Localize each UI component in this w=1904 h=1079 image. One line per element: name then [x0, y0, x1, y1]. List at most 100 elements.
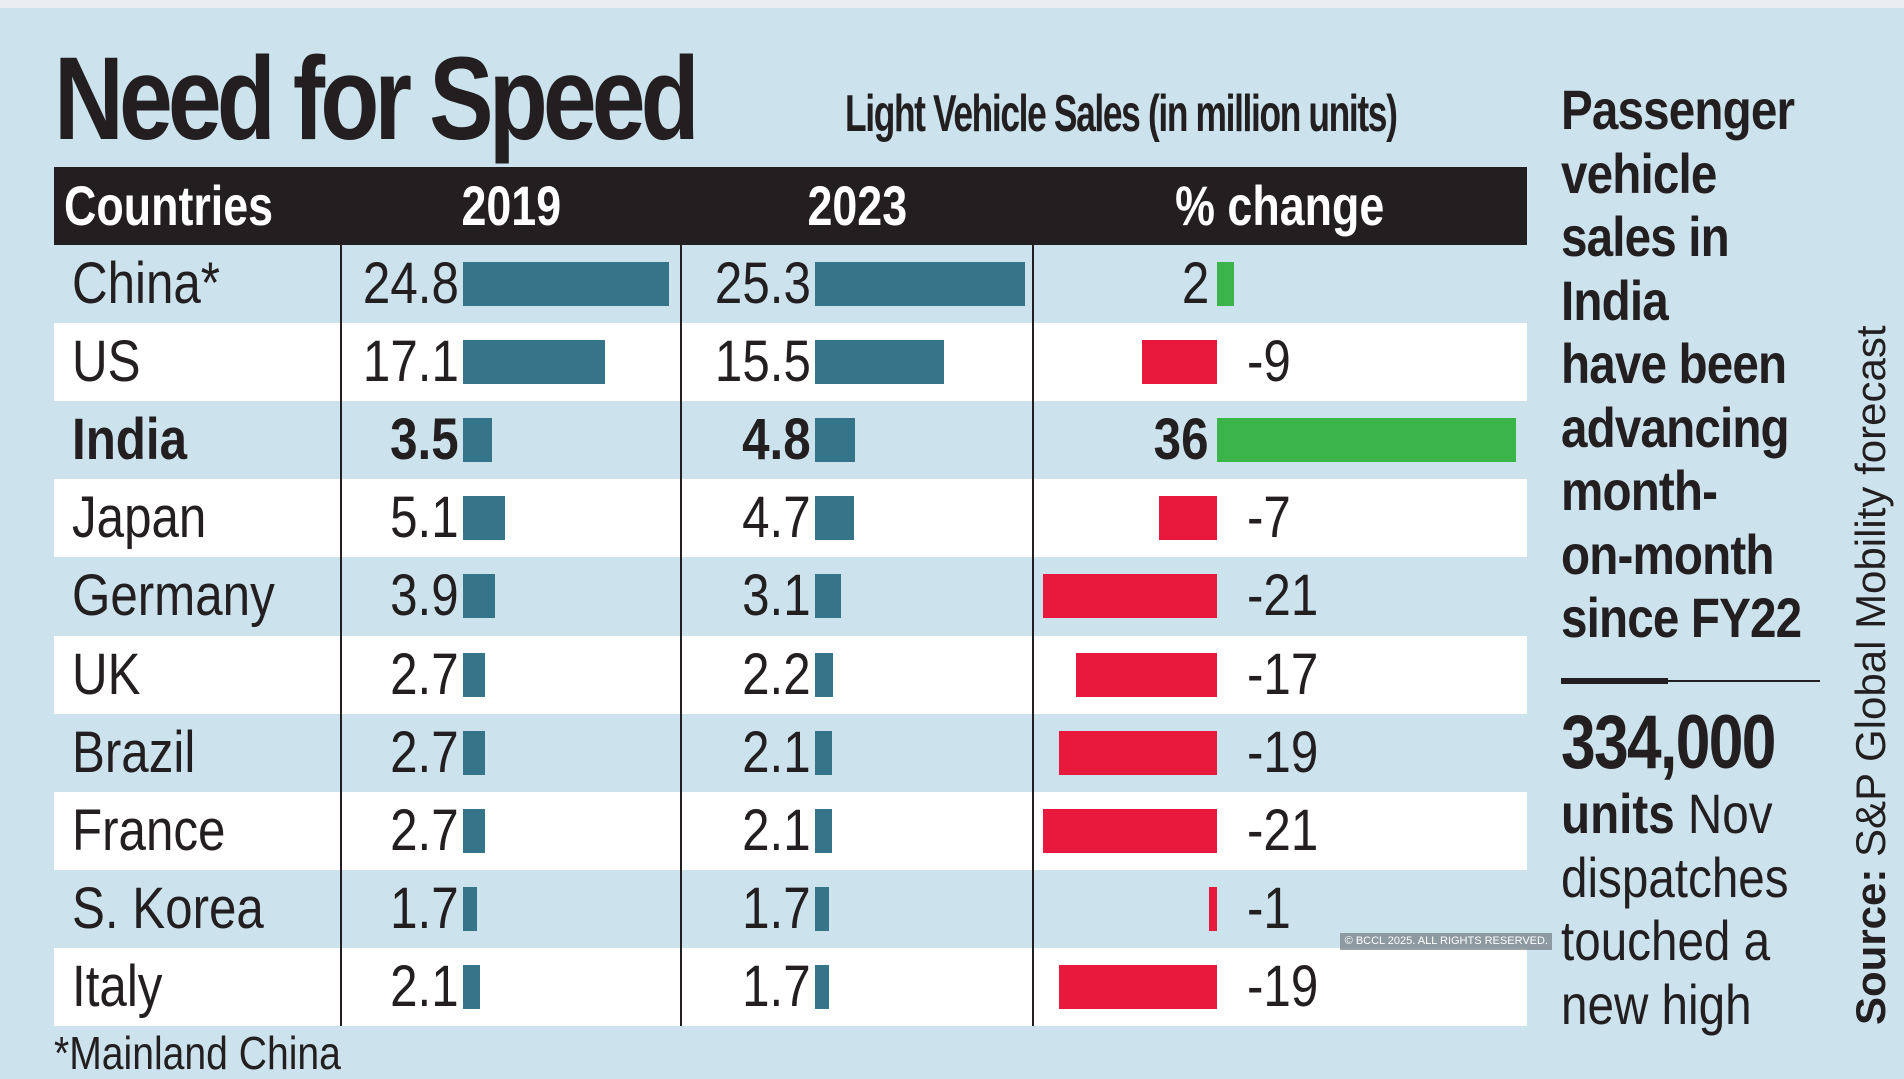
value-2023: 4.7 — [742, 485, 811, 551]
country-name: Germany — [72, 563, 275, 629]
value-pct-change: -21 — [1247, 563, 1319, 629]
value-pct-change: -1 — [1247, 875, 1291, 941]
value-2019: 5.1 — [390, 485, 459, 551]
table-row: Brazil 2.7 2.1 -19 — [54, 714, 1527, 792]
headline-line: month- — [1561, 459, 1718, 522]
value-2023: 2.1 — [742, 797, 811, 863]
divider-rule — [1561, 678, 1668, 684]
table-row: Italy 2.1 1.7 -19 — [54, 947, 1527, 1026]
bar-2023 — [815, 730, 833, 775]
country-name: US — [72, 329, 141, 395]
big-number-caption: units Nov dispatches touched a new high — [1561, 782, 1816, 1036]
top-border — [0, 0, 1904, 8]
header-pct-change: % change — [1175, 174, 1385, 237]
column-divider — [1032, 167, 1034, 1026]
table-row: India 3.5 4.8 36 — [54, 401, 1527, 479]
value-2019: 2.7 — [390, 797, 459, 863]
table-row: Germany 3.9 3.1 -21 — [54, 557, 1527, 635]
bar-2019 — [463, 262, 669, 306]
headline-line: advancing — [1561, 395, 1790, 459]
india-headline: Passenger vehicle sales in India have be… — [1561, 78, 1802, 650]
value-2019: 3.9 — [390, 563, 459, 629]
bar-pct-change — [1217, 262, 1234, 306]
bar-2019 — [463, 652, 486, 697]
country-name: France — [72, 797, 226, 863]
caption-line: touched a — [1561, 909, 1771, 972]
value-pct-change: -21 — [1247, 797, 1319, 863]
watermark: © BCCL 2025. ALL RIGHTS RESERVED. — [1340, 933, 1552, 950]
bar-2023 — [815, 496, 854, 541]
caption-line: Nov — [1674, 782, 1773, 845]
country-name: China* — [72, 251, 221, 316]
table-row: UK 2.7 2.2 -17 — [54, 635, 1527, 714]
header-2019: 2019 — [461, 174, 561, 237]
bar-pct-change — [1142, 340, 1217, 385]
bar-pct-change — [1042, 808, 1217, 853]
country-name: Italy — [72, 953, 163, 1019]
value-pct-change: -19 — [1247, 719, 1319, 785]
value-2019: 1.7 — [390, 875, 459, 941]
bar-2019 — [463, 340, 605, 385]
table-row: US 17.1 15.5 -9 — [54, 323, 1527, 402]
value-2019: 17.1 — [363, 329, 459, 395]
value-2023: 15.5 — [715, 329, 811, 395]
value-2019: 3.5 — [390, 407, 459, 473]
bar-pct-change — [1075, 652, 1217, 697]
value-2019: 24.8 — [363, 251, 459, 316]
value-2023: 25.3 — [715, 251, 811, 316]
value-pct-change: 36 — [1154, 407, 1209, 473]
caption-line: new high — [1561, 972, 1752, 1036]
table-row: China* 24.8 25.3 2 — [54, 245, 1527, 323]
big-number: 334,000 — [1561, 700, 1776, 785]
value-2023: 1.7 — [742, 875, 811, 941]
bar-2019 — [463, 418, 493, 463]
column-divider — [680, 167, 682, 1026]
caption-bold: units — [1561, 782, 1675, 845]
bar-2023 — [815, 418, 855, 463]
bar-2019 — [463, 808, 486, 853]
headline-line: India — [1561, 268, 1669, 332]
headline-line: since FY22 — [1561, 586, 1802, 649]
value-2019: 2.7 — [390, 719, 459, 785]
bar-2019 — [463, 964, 481, 1009]
header-countries: Countries — [64, 174, 274, 237]
bar-2019 — [463, 730, 486, 775]
value-2023: 3.1 — [742, 563, 811, 629]
bar-pct-change — [1217, 418, 1516, 463]
headline-line: sales in — [1561, 205, 1730, 268]
value-2023: 2.2 — [742, 641, 811, 707]
headline-line: on-month — [1561, 522, 1774, 586]
value-pct-change: -7 — [1247, 485, 1291, 551]
source-label: Source: — [1847, 868, 1894, 1025]
source-text: S&P Global Mobility forecast — [1847, 325, 1894, 869]
header-2023: 2023 — [807, 174, 907, 237]
bar-pct-change — [1059, 730, 1217, 775]
chart-title: Need for Speed — [54, 33, 700, 165]
footnote: *Mainland China — [54, 1027, 341, 1079]
bar-2019 — [463, 496, 506, 541]
country-name: S. Korea — [72, 875, 264, 941]
source-credit: Source: S&P Global Mobility forecast — [1847, 325, 1894, 1025]
bar-2023 — [815, 262, 1025, 306]
bar-pct-change — [1208, 886, 1217, 931]
country-name: Brazil — [72, 719, 196, 785]
bar-2019 — [463, 574, 496, 619]
value-2023: 4.8 — [742, 407, 811, 473]
value-pct-change: 2 — [1181, 251, 1209, 316]
bar-2023 — [815, 652, 834, 697]
bar-pct-change — [1042, 574, 1217, 619]
headline-line: vehicle — [1561, 141, 1717, 205]
bar-2023 — [815, 886, 830, 931]
bar-pct-change — [1158, 496, 1217, 541]
caption-line: dispatches — [1561, 845, 1789, 909]
divider-rule — [1668, 680, 1820, 682]
value-pct-change: -19 — [1247, 953, 1319, 1019]
country-name: UK — [72, 641, 141, 707]
value-pct-change: -9 — [1247, 329, 1291, 395]
chart-subtitle: Light Vehicle Sales (in million units) — [845, 85, 1398, 143]
table-header: Countries 2019 2023 % change — [54, 167, 1527, 245]
column-divider — [340, 167, 342, 1026]
table-row: S. Korea 1.7 1.7 -1 — [54, 870, 1527, 948]
bar-2023 — [815, 808, 833, 853]
headline-line: Passenger — [1561, 78, 1795, 141]
